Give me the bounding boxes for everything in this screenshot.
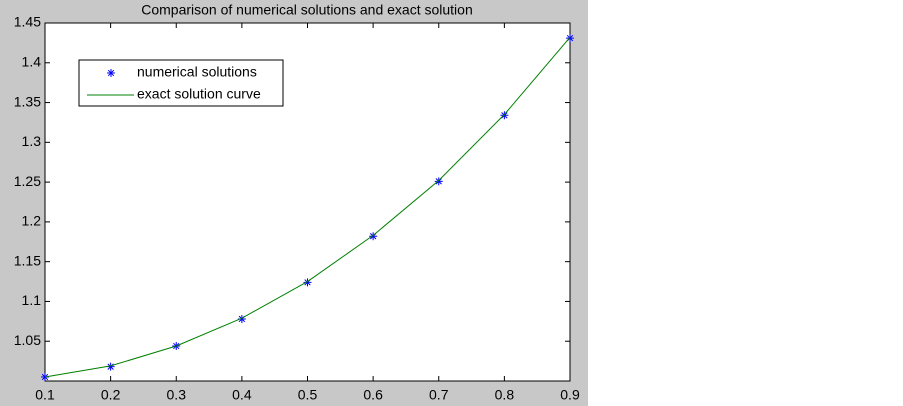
marker	[237, 314, 246, 323]
marker	[303, 278, 312, 287]
y-tick-label: 1.45	[14, 14, 41, 30]
marker	[500, 111, 509, 120]
y-tick-label: 1.25	[14, 173, 41, 189]
y-tick-label: 1.35	[14, 93, 41, 109]
x-tick-label: 0.1	[35, 387, 55, 403]
marker	[106, 362, 115, 371]
legend-box	[78, 59, 284, 107]
x-tick-label: 0.4	[232, 387, 252, 403]
x-tick-label: 0.2	[101, 387, 121, 403]
legend-label: exact solution curve	[137, 86, 261, 102]
x-tick-label: 0.5	[298, 387, 318, 403]
y-tick-label: 1.15	[14, 252, 41, 268]
x-tick-label: 0.3	[167, 387, 187, 403]
x-tick-label: 0.8	[495, 387, 515, 403]
marker	[369, 232, 378, 241]
y-tick-label: 1.1	[22, 292, 42, 308]
legend-marker	[107, 69, 115, 77]
marker	[434, 177, 443, 186]
line	[44, 36, 571, 378]
y-tick-label: 1.3	[22, 133, 42, 149]
y-tick-label: 1.4	[22, 53, 42, 69]
y-tick-label: 1.05	[14, 332, 41, 348]
x-tick-label: 0.7	[429, 387, 449, 403]
marker	[566, 34, 574, 43]
chart-title: Comparison of numerical solutions and ex…	[141, 2, 473, 18]
legend-label: numerical solutions	[137, 64, 257, 80]
x-tick-label: 0.6	[363, 387, 383, 403]
x-tick-label: 0.9	[560, 387, 580, 403]
y-tick-label: 1.2	[22, 213, 42, 229]
